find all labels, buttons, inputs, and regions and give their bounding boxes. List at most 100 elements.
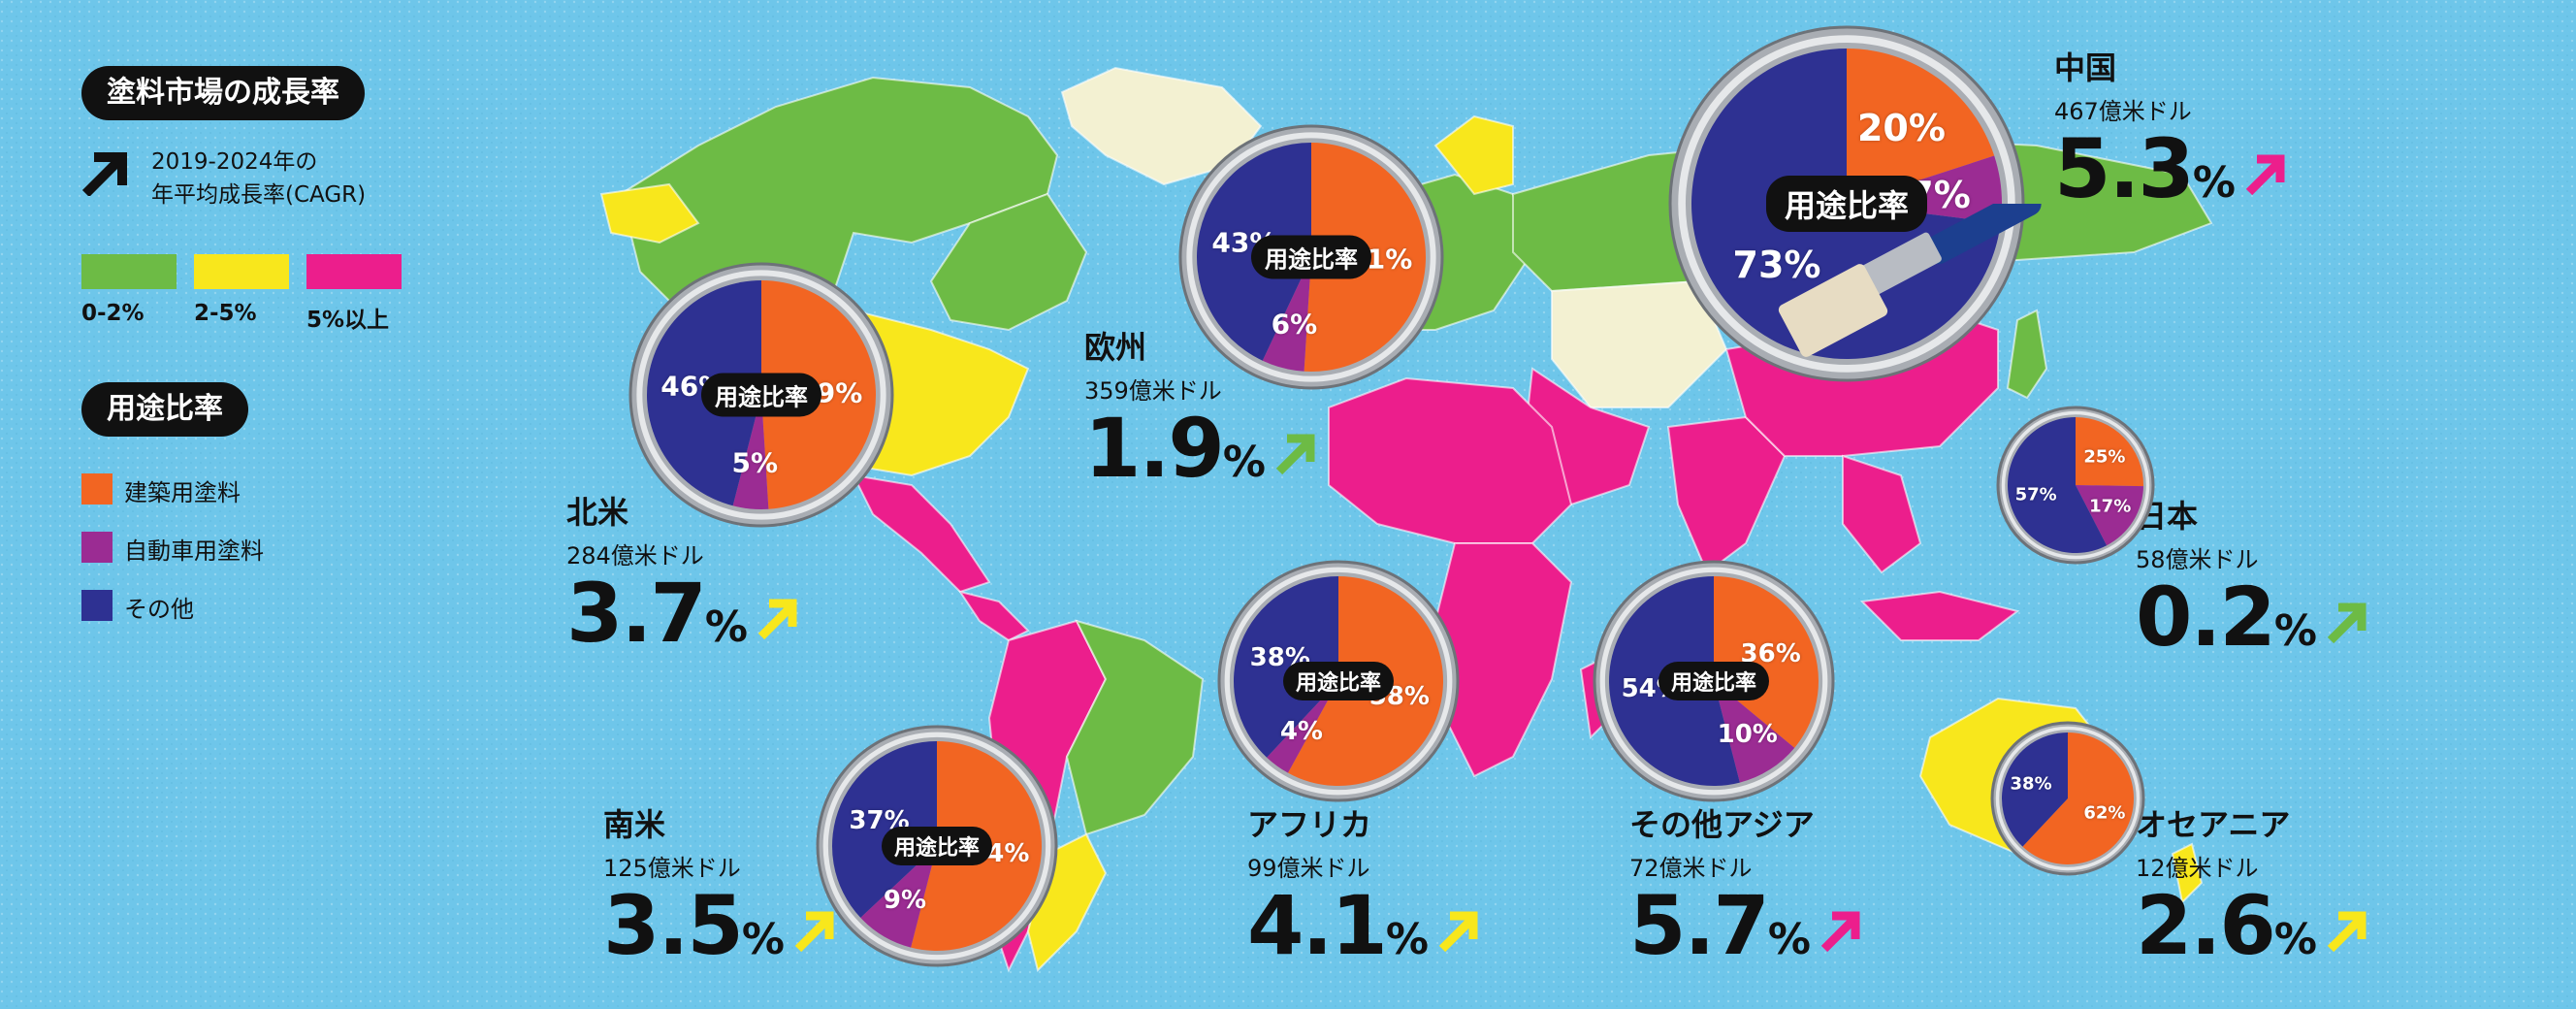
pie-other-asia: 36% 10% 54% 用途比率	[1591, 558, 1837, 804]
land-mexico	[852, 473, 991, 594]
lid-rim-highlight	[1995, 726, 2141, 871]
usage-swatch-arch	[81, 473, 113, 504]
pie-percent-label: 62%	[2083, 802, 2126, 824]
pie-percent-label: 20%	[1856, 107, 1946, 150]
up-arrow-icon	[1434, 906, 1483, 993]
lid-rim-highlight	[1599, 567, 1828, 796]
paint-can-lid	[1178, 124, 1444, 390]
slice-other	[2002, 732, 2068, 847]
up-arrow-icon	[2241, 149, 2290, 236]
slice-auto	[860, 846, 937, 948]
legend-swatch-high	[306, 254, 402, 289]
region-other-asia: その他アジア 72億米ドル 5.7%	[1629, 805, 1865, 993]
slice-arch	[2076, 417, 2143, 487]
pie-percent-label: 5%	[731, 446, 779, 479]
region-growth: 5.7%	[1629, 883, 1865, 993]
paint-brush-icon	[1778, 204, 2042, 357]
land-africa-north	[1328, 376, 1573, 544]
slice-arch	[1714, 576, 1819, 748]
region-market-size: 467億米ドル	[2054, 98, 2192, 125]
legend-range-high: 5%以上	[306, 308, 390, 333]
arrow-glyph	[2245, 154, 2285, 196]
region-africa: アフリカ 99億米ドル 4.1%	[1247, 805, 1483, 993]
slice-auto	[732, 395, 769, 509]
region-market-size: 125億米ドル	[603, 855, 741, 882]
lid-rim-highlight	[822, 732, 1051, 960]
land-indonesia	[1859, 590, 2020, 641]
paint-can-lid	[1990, 721, 2145, 876]
slice-auto	[2076, 485, 2143, 546]
lid-rim-highlight	[1186, 132, 1436, 382]
region-name: オセアニア	[2136, 806, 2291, 843]
lid-rim-highlight	[2001, 410, 2150, 560]
growth-unit: %	[1767, 915, 1811, 964]
pie-europe: 51% 6% 43% 用途比率	[1176, 122, 1446, 392]
region-market-size: 12億米ドル	[2136, 855, 2259, 882]
region-name: 北米	[566, 494, 629, 531]
usage-legend-title: 用途比率	[81, 382, 248, 437]
legend-swatch-low	[81, 254, 177, 289]
region-growth: 3.5%	[603, 883, 839, 993]
region-name: 南米	[603, 806, 666, 843]
slice-auto	[1262, 257, 1311, 372]
growth-value: 2.6	[2136, 878, 2276, 973]
growth-value: 5.3	[2054, 121, 2195, 216]
usage-ratio-badge: 用途比率	[1658, 662, 1770, 700]
legend-arrow-desc-1: 2019-2024年の	[151, 149, 318, 175]
lid-rim-highlight	[1224, 567, 1453, 796]
up-arrow-icon	[2323, 598, 2371, 684]
pie-percent-label: 25%	[2083, 446, 2126, 468]
region-name: アフリカ	[1247, 806, 1372, 843]
land-brazil	[1065, 619, 1205, 836]
land-alaska	[599, 182, 700, 244]
up-arrow-icon	[1272, 429, 1320, 515]
land-se-asia	[1842, 454, 1922, 574]
land-central-america	[957, 590, 1030, 642]
land-japan	[2006, 309, 2048, 400]
paint-can-lid	[1593, 560, 1835, 802]
region-name: 中国	[2054, 49, 2117, 86]
pie-percent-label: 57%	[2014, 484, 2057, 505]
usage-swatch-other	[81, 590, 113, 621]
growth-unit: %	[2273, 606, 2317, 656]
pie-percent-label: 9%	[883, 885, 927, 915]
region-market-size: 72億米ドル	[1629, 855, 1753, 882]
region-market-size: 99億米ドル	[1247, 855, 1370, 882]
land-new-zealand	[2171, 842, 2204, 905]
region-growth: 4.1%	[1247, 883, 1483, 993]
growth-unit: %	[741, 915, 785, 964]
region-market-size: 58億米ドル	[2136, 546, 2259, 573]
region-south-america: 南米 125億米ドル 3.5%	[603, 805, 839, 993]
legend-range-mid: 2-5%	[194, 301, 257, 326]
region-name: その他アジア	[1629, 806, 1815, 843]
pie-percent-label: 38%	[2010, 773, 2052, 795]
growth-unit: %	[1222, 438, 1266, 487]
arrow-glyph	[1438, 911, 1478, 953]
pie-oceania: 62% 38%	[1988, 719, 2147, 878]
lid-rim-highlight	[636, 270, 886, 520]
growth-value: 4.1	[1247, 878, 1388, 973]
growth-unit: %	[1385, 915, 1429, 964]
growth-unit: %	[704, 602, 748, 652]
region-growth: 2.6%	[2136, 883, 2371, 993]
slice-auto	[1714, 681, 1795, 783]
legend-title: 塗料市場の成長率	[81, 66, 365, 120]
growth-value: 3.7	[566, 566, 707, 661]
region-name: 欧州	[1084, 329, 1147, 366]
region-growth: 0.2%	[2136, 574, 2371, 684]
growth-unit: %	[2273, 915, 2317, 964]
arrow-glyph	[1275, 434, 1315, 475]
land-scandinavia	[1433, 114, 1514, 196]
pie-china: 20% 7% 73% 用途比率	[1666, 23, 2027, 384]
arrow-glyph	[1820, 911, 1860, 953]
region-oceania: オセアニア 12億米ドル 2.6%	[2136, 805, 2371, 993]
region-japan: 日本 58億米ドル 0.2%	[2136, 497, 2371, 684]
pie-percent-label: 10%	[1717, 719, 1778, 749]
arrow-glyph	[757, 599, 797, 640]
pie-percent-label: 6%	[1271, 308, 1318, 341]
up-arrow-icon	[754, 594, 802, 680]
land-canada-east	[929, 192, 1088, 332]
region-market-size: 284億米ドル	[566, 542, 704, 570]
usage-label-auto: 自動車用塗料	[124, 537, 264, 565]
up-arrow-icon	[790, 906, 839, 993]
